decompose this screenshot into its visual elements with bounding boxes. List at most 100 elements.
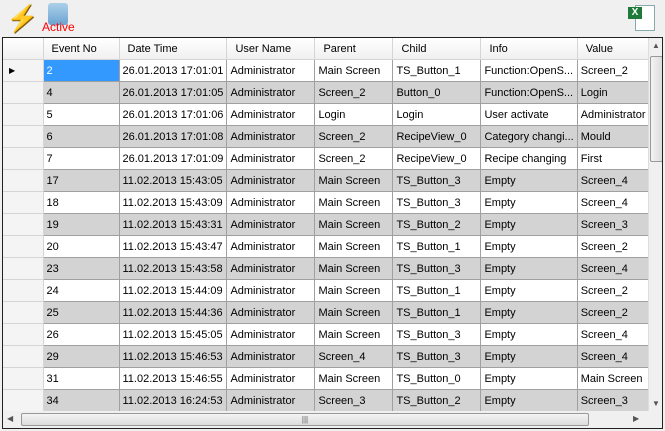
table-cell[interactable]: 23 <box>43 257 120 280</box>
table-cell[interactable]: Administrator <box>226 147 316 170</box>
table-cell[interactable]: Main Screen <box>314 301 394 324</box>
table-cell[interactable]: 31 <box>43 367 120 390</box>
table-cell[interactable]: Administrator <box>226 345 316 368</box>
table-cell[interactable]: TS_Button_0 <box>392 367 482 390</box>
table-cell[interactable]: Administrator <box>226 81 316 104</box>
table-cell[interactable]: RecipeView_0 <box>392 125 482 148</box>
row-header[interactable] <box>3 103 44 126</box>
table-cell[interactable]: 11.02.2013 15:43:09 <box>119 191 228 214</box>
table-cell[interactable]: TS_Button_2 <box>392 213 482 236</box>
row-header[interactable] <box>3 323 44 346</box>
table-row[interactable]: 24 11.02.2013 15:44:09 Administrator Main S… <box>3 279 653 302</box>
horizontal-scroll-thumb[interactable]: ||| <box>21 413 589 426</box>
table-cell[interactable]: Main Screen <box>314 323 394 346</box>
table-cell[interactable]: Empty <box>480 389 578 412</box>
table-cell[interactable]: Screen_2 <box>577 59 653 82</box>
table-cell[interactable]: 20 <box>43 235 120 258</box>
scroll-up-icon[interactable]: ▲ <box>652 41 660 50</box>
table-cell[interactable]: Empty <box>480 191 578 214</box>
table-cell[interactable]: Screen_4 <box>577 169 653 192</box>
table-cell[interactable]: Empty <box>480 323 578 346</box>
table-cell[interactable]: TS_Button_3 <box>392 257 482 280</box>
table-cell[interactable]: Login <box>577 81 653 104</box>
table-cell[interactable]: Button_0 <box>392 81 482 104</box>
table-cell[interactable]: 11.02.2013 15:43:31 <box>119 213 228 236</box>
table-row[interactable]: 25 11.02.2013 15:44:36 Administrator Main S… <box>3 301 653 324</box>
table-cell[interactable]: 29 <box>43 345 120 368</box>
table-cell[interactable]: TS_Button_1 <box>392 279 482 302</box>
table-cell[interactable]: Administrator <box>226 323 316 346</box>
table-cell[interactable]: Screen_3 <box>314 389 394 412</box>
table-row[interactable]: 26 11.02.2013 15:45:05 Administrator Main S… <box>3 323 653 346</box>
row-header[interactable] <box>3 301 44 324</box>
table-cell[interactable]: Main Screen <box>577 367 653 390</box>
column-header[interactable]: Date Time <box>119 38 228 60</box>
table-cell[interactable]: Administrator <box>226 59 316 82</box>
table-cell[interactable]: Main Screen <box>314 367 394 390</box>
scroll-left-icon[interactable]: ◀ <box>7 414 14 423</box>
vertical-scrollbar[interactable]: ▲ ▼ <box>648 38 662 411</box>
table-cell[interactable]: 7 <box>43 147 120 170</box>
table-cell[interactable]: Main Screen <box>314 279 394 302</box>
table-cell[interactable]: Login <box>392 103 482 126</box>
row-header[interactable] <box>3 279 44 302</box>
table-cell[interactable]: Login <box>314 103 394 126</box>
table-cell[interactable]: 4 <box>43 81 120 104</box>
event-log-grid[interactable]: Event No Date Time User Name Parent Child Inf… <box>2 37 663 429</box>
table-row[interactable]: 20 11.02.2013 15:43:47 Administrator Main S… <box>3 235 653 258</box>
table-cell[interactable]: 17 <box>43 169 120 192</box>
table-cell[interactable]: 11.02.2013 15:44:36 <box>119 301 228 324</box>
table-cell[interactable]: Mould <box>577 125 653 148</box>
row-header[interactable] <box>3 81 44 104</box>
table-row[interactable]: 34 11.02.2013 16:24:53 Administrator Screen… <box>3 389 653 412</box>
table-cell[interactable]: Screen_4 <box>577 257 653 280</box>
table-cell[interactable]: Empty <box>480 301 578 324</box>
table-cell[interactable]: Empty <box>480 279 578 302</box>
table-cell[interactable]: 34 <box>43 389 120 412</box>
table-cell[interactable]: Administrator <box>226 169 316 192</box>
table-row[interactable]: 29 11.02.2013 15:46:53 Administrator Screen… <box>3 345 653 368</box>
row-header[interactable] <box>3 125 44 148</box>
table-cell[interactable]: Administrator <box>226 279 316 302</box>
table-cell[interactable]: 11.02.2013 16:24:53 <box>119 389 228 412</box>
table-cell[interactable]: Empty <box>480 257 578 280</box>
table-cell[interactable]: Main Screen <box>314 213 394 236</box>
table-cell[interactable]: 2 <box>43 59 120 82</box>
row-header[interactable] <box>3 235 44 258</box>
table-cell[interactable]: Administrator <box>226 213 316 236</box>
row-header[interactable] <box>3 169 44 192</box>
table-cell[interactable]: 26.01.2013 17:01:08 <box>119 125 228 148</box>
table-cell[interactable]: 26.01.2013 17:01:09 <box>119 147 228 170</box>
table-cell[interactable]: 11.02.2013 15:43:05 <box>119 169 228 192</box>
table-row[interactable]: ▶ 2 26.01.2013 17:01:01 Administrator Main S… <box>3 59 653 82</box>
table-cell[interactable]: TS_Button_1 <box>392 235 482 258</box>
excel-export-button[interactable]: X <box>627 3 657 33</box>
table-cell[interactable]: 11.02.2013 15:43:58 <box>119 257 228 280</box>
lightning-icon[interactable]: ⚡ <box>6 3 39 33</box>
table-cell[interactable]: Screen_3 <box>577 213 653 236</box>
table-cell[interactable]: Administrator <box>226 389 316 412</box>
table-cell[interactable]: 25 <box>43 301 120 324</box>
row-header[interactable] <box>3 389 44 412</box>
table-cell[interactable]: Function:OpenS... <box>480 81 578 104</box>
table-cell[interactable]: RecipeView_0 <box>392 147 482 170</box>
row-header[interactable] <box>3 191 44 214</box>
table-cell[interactable]: Main Screen <box>314 191 394 214</box>
table-cell[interactable]: 26.01.2013 17:01:06 <box>119 103 228 126</box>
table-row[interactable]: 4 26.01.2013 17:01:05 Administrator Screen_… <box>3 81 653 104</box>
table-cell[interactable]: Recipe changing <box>480 147 578 170</box>
row-header[interactable] <box>3 345 44 368</box>
table-cell[interactable]: 11.02.2013 15:46:55 <box>119 367 228 390</box>
table-cell[interactable]: 26.01.2013 17:01:05 <box>119 81 228 104</box>
table-row[interactable]: 17 11.02.2013 15:43:05 Administrator Main S… <box>3 169 653 192</box>
table-cell[interactable]: Main Screen <box>314 169 394 192</box>
column-header[interactable]: User Name <box>226 38 316 60</box>
table-cell[interactable]: Administrator <box>226 235 316 258</box>
table-cell[interactable]: TS_Button_3 <box>392 191 482 214</box>
table-cell[interactable]: Screen_4 <box>314 345 394 368</box>
table-cell[interactable]: 11.02.2013 15:45:05 <box>119 323 228 346</box>
table-row[interactable]: 5 26.01.2013 17:01:06 Administrator Login Lo… <box>3 103 653 126</box>
table-cell[interactable]: Screen_4 <box>577 323 653 346</box>
row-header[interactable] <box>3 147 44 170</box>
table-cell[interactable]: Screen_2 <box>577 279 653 302</box>
